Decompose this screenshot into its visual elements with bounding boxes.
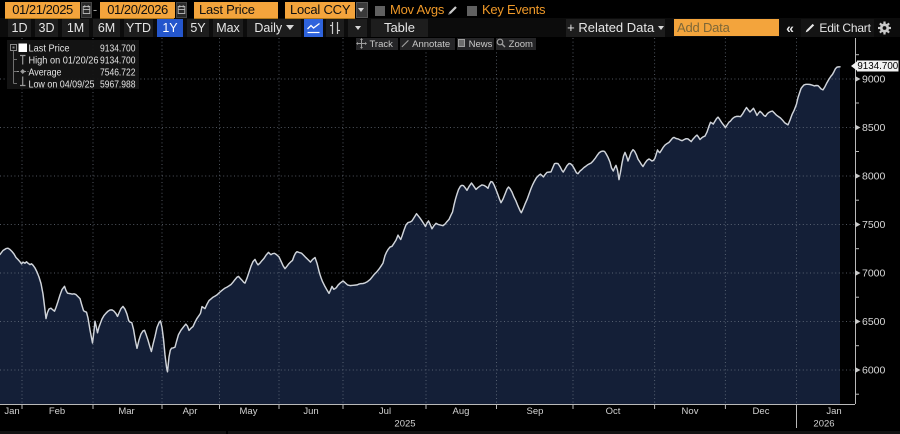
svg-text:Last Price: Last Price bbox=[29, 42, 70, 54]
svg-text:9134.700: 9134.700 bbox=[857, 61, 898, 72]
svg-text:Nov: Nov bbox=[682, 406, 699, 417]
svg-text:7500: 7500 bbox=[862, 219, 886, 231]
svg-text:Feb: Feb bbox=[49, 406, 65, 417]
svg-text:Aug: Aug bbox=[453, 406, 470, 417]
svg-text:Average: Average bbox=[29, 66, 62, 78]
svg-text:Jun: Jun bbox=[303, 406, 318, 417]
svg-text:9134.700: 9134.700 bbox=[100, 42, 136, 54]
svg-text:2026: 2026 bbox=[813, 419, 834, 430]
svg-text:9134.700: 9134.700 bbox=[100, 54, 136, 66]
svg-text:Dec: Dec bbox=[753, 406, 770, 417]
svg-text:2025: 2025 bbox=[394, 419, 415, 430]
svg-text:7000: 7000 bbox=[862, 268, 886, 280]
svg-text:5967.988: 5967.988 bbox=[100, 78, 136, 90]
svg-text:7546.722: 7546.722 bbox=[100, 66, 136, 78]
svg-text:Mar: Mar bbox=[118, 406, 134, 417]
svg-text:6000: 6000 bbox=[862, 365, 886, 377]
svg-text:Jul: Jul bbox=[379, 406, 391, 417]
svg-text:6500: 6500 bbox=[862, 316, 886, 328]
svg-text:May: May bbox=[240, 406, 258, 417]
svg-text:Low on 04/09/25: Low on 04/09/25 bbox=[29, 78, 95, 90]
svg-text:Jan: Jan bbox=[826, 406, 841, 417]
svg-text:8500: 8500 bbox=[862, 122, 886, 134]
svg-text:Apr: Apr bbox=[183, 406, 198, 417]
svg-text:8000: 8000 bbox=[862, 171, 886, 183]
svg-text:Oct: Oct bbox=[606, 406, 621, 417]
svg-text:9000: 9000 bbox=[862, 74, 886, 86]
svg-text:Jan: Jan bbox=[4, 406, 19, 417]
svg-text:Sep: Sep bbox=[527, 406, 544, 417]
svg-text:High on 01/20/26: High on 01/20/26 bbox=[29, 54, 99, 66]
